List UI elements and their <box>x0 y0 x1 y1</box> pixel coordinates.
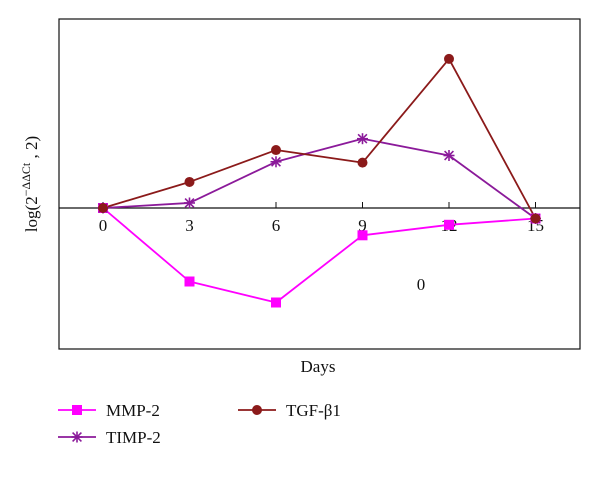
data-point-marker <box>184 276 195 287</box>
legend-label: TGF-β1 <box>286 401 341 420</box>
asterisk-marker-stroke <box>72 432 82 442</box>
asterisk-marker-stroke <box>271 156 281 167</box>
series-line <box>102 58 537 219</box>
x-axis-label: Days <box>301 357 336 376</box>
data-point-marker <box>98 203 108 213</box>
data-point-marker <box>271 145 281 156</box>
x-tick-label: 6 <box>272 216 281 235</box>
legend-item: TGF-β1 <box>238 401 341 420</box>
legend-label: TIMP-2 <box>106 428 161 447</box>
series-line <box>102 137 537 220</box>
x-tick-label-group: 03691215 <box>99 216 544 235</box>
data-point-marker <box>71 431 83 443</box>
data-point-marker <box>357 230 368 241</box>
data-point-marker <box>271 297 281 308</box>
data-point-marker <box>444 219 454 230</box>
data-point-marker <box>270 156 282 168</box>
data-point-marker <box>184 176 195 187</box>
data-point-marker <box>252 405 262 415</box>
legend-item: TIMP-2 <box>58 428 161 447</box>
data-point-marker <box>444 53 454 64</box>
data-point-marker <box>443 150 455 161</box>
data-point-marker <box>357 133 368 145</box>
x-tick-label: 9 <box>358 216 367 235</box>
series-line-group <box>102 58 537 304</box>
annotation-zero: 0 <box>417 275 426 294</box>
x-tick-label: 3 <box>185 216 194 235</box>
y-axis-label-prefix: log(2 <box>22 196 41 232</box>
plot-area-frame <box>58 18 581 350</box>
legend: MMP-2 TIMP-2 TGF-β1 <box>58 401 341 447</box>
x-tick-label: 0 <box>99 216 108 235</box>
asterisk-marker-stroke <box>357 133 368 144</box>
y-axis-label-suffix: , 2) <box>22 136 41 163</box>
data-point-marker <box>72 405 82 415</box>
legend-label: MMP-2 <box>106 401 160 420</box>
data-point-marker <box>357 157 368 168</box>
data-point-marker <box>184 197 195 209</box>
y-axis-label: log(2−ΔΔCt , 2) <box>19 136 41 232</box>
series-marker-group <box>97 53 541 308</box>
series-line <box>102 207 536 304</box>
y-axis-label-superscript: −ΔΔCt <box>19 162 33 196</box>
legend-item: MMP-2 <box>58 401 160 420</box>
asterisk-marker-stroke <box>184 197 195 208</box>
asterisk-marker-stroke <box>444 150 454 161</box>
data-point-marker <box>530 213 541 224</box>
